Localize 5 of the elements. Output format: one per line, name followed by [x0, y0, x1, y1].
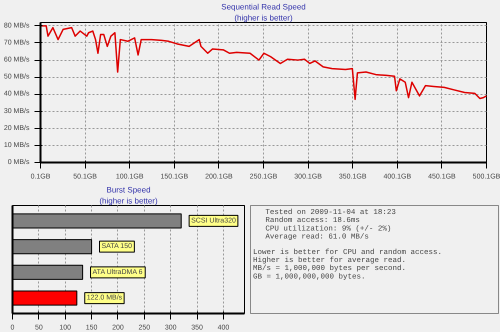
line-series — [40, 25, 486, 100]
chart-title: Burst Speed — [106, 186, 151, 194]
chart-subtitle: (higher is better) — [234, 14, 293, 22]
chart-title: Sequential Read Speed — [221, 2, 306, 12]
chart-subtitle: (higher is better) — [99, 196, 158, 206]
